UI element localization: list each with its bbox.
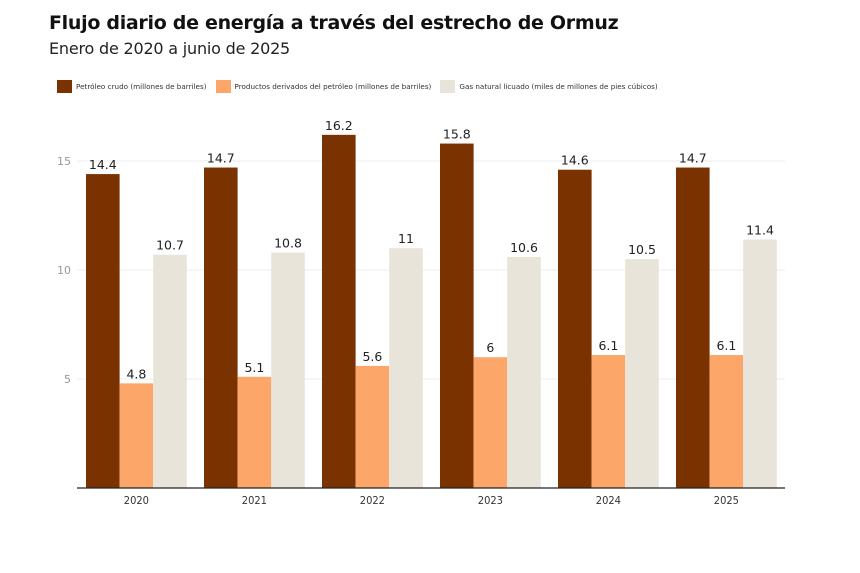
bar-2025-series-2[interactable]: [743, 239, 777, 488]
x-tick-label: 2022: [360, 494, 385, 507]
bar-2022-series-0[interactable]: [322, 134, 356, 488]
data-label: 10.7: [156, 238, 184, 253]
bar-2022-series-1[interactable]: [355, 365, 390, 488]
chart-title: Flujo diario de energía a través del est…: [49, 12, 619, 34]
data-label: 15.8: [443, 127, 471, 142]
data-label: 10.6: [510, 240, 538, 255]
gridlines: [77, 160, 785, 380]
legend-swatch-crude-oil: [57, 80, 72, 93]
legend-swatch-lng: [440, 80, 456, 93]
data-label: 6.1: [716, 338, 736, 353]
data-labels: 14.4 4.8 10.7 14.7 5.1 10.8 16.2 5.6 11 15.8 6 10.6…: [89, 118, 774, 382]
bar-2023-series-1[interactable]: [473, 357, 508, 488]
bar-2025-series-0[interactable]: [676, 167, 710, 489]
legend-swatch-petroleum-products: [215, 80, 231, 93]
y-tick-label: 15: [57, 155, 71, 168]
bar-2021-series-1[interactable]: [237, 376, 272, 488]
bars: [86, 134, 777, 489]
data-label: 5.6: [362, 349, 382, 364]
bar-2021-series-0[interactable]: [204, 167, 238, 489]
legend-label-petroleum-products: Productos derivados del petróleo (millon…: [234, 82, 432, 91]
legend-item-petroleum-products[interactable]: Productos derivados del petróleo (millon…: [215, 80, 432, 93]
data-label: 14.7: [679, 151, 707, 166]
data-label: 14.4: [89, 157, 117, 172]
bar-2024-series-0[interactable]: [558, 169, 592, 488]
legend: Petróleo crudo (millones de barriles) Pr…: [57, 80, 667, 93]
chart-subtitle: Enero de 2020 a junio de 2025: [49, 39, 291, 58]
data-label: 4.8: [126, 366, 146, 381]
legend-label-crude-oil: Petróleo crudo (millones de barriles): [76, 82, 207, 91]
bar-2020-series-1[interactable]: [119, 383, 154, 488]
bar-2020-series-0[interactable]: [86, 174, 120, 488]
data-label: 16.2: [325, 118, 353, 133]
x-tick-label: 2024: [596, 494, 621, 507]
legend-item-crude-oil[interactable]: Petróleo crudo (millones de barriles): [57, 80, 207, 93]
y-tick-label: 5: [64, 373, 71, 386]
data-label: 6: [486, 340, 494, 355]
data-label: 11: [398, 231, 414, 246]
data-label: 10.5: [628, 242, 656, 257]
bar-2021-series-2[interactable]: [271, 252, 305, 488]
x-tick-label: 2023: [478, 494, 503, 507]
data-label: 14.7: [207, 151, 235, 166]
bar-2020-series-2[interactable]: [153, 254, 187, 488]
data-label: 5.1: [244, 360, 264, 375]
legend-label-lng: Gas natural licuado (miles de millones d…: [459, 82, 658, 91]
data-label: 14.6: [561, 153, 589, 168]
x-tick-label: 2020: [124, 494, 149, 507]
bar-2024-series-2[interactable]: [625, 259, 659, 488]
bar-2025-series-1[interactable]: [709, 355, 744, 488]
bar-2023-series-2[interactable]: [507, 256, 541, 488]
axes: 5 10 15 2020 2021 2022 2023 2024 2025: [57, 155, 785, 507]
legend-item-lng[interactable]: Gas natural licuado (miles de millones d…: [440, 80, 658, 93]
x-tick-label: 2025: [714, 494, 739, 507]
data-label: 10.8: [274, 236, 302, 251]
y-tick-label: 10: [57, 264, 71, 277]
bar-2023-series-0[interactable]: [440, 143, 474, 488]
x-tick-label: 2021: [242, 494, 267, 507]
data-label: 11.4: [746, 222, 774, 237]
bar-2022-series-2[interactable]: [389, 248, 423, 488]
bar-2024-series-1[interactable]: [591, 355, 626, 488]
data-label: 6.1: [598, 338, 618, 353]
